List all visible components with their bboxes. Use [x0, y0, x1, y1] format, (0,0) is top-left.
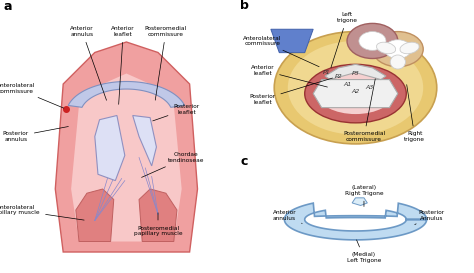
Ellipse shape: [376, 42, 396, 54]
Text: Posteromedial
papillary muscle: Posteromedial papillary muscle: [134, 213, 182, 236]
Ellipse shape: [400, 42, 419, 54]
Polygon shape: [139, 189, 177, 242]
Text: Anterior
leaflet: Anterior leaflet: [111, 26, 135, 104]
Text: a: a: [3, 1, 12, 13]
Text: Anterolateral
papillary muscle: Anterolateral papillary muscle: [0, 204, 84, 220]
Text: b: b: [240, 0, 249, 12]
Text: Left
trigone: Left trigone: [331, 12, 357, 67]
Text: Anterior
annulus: Anterior annulus: [70, 26, 107, 100]
Ellipse shape: [390, 55, 405, 69]
Polygon shape: [55, 42, 198, 252]
Text: P1: P1: [323, 70, 330, 75]
Circle shape: [347, 23, 398, 58]
Text: A2: A2: [351, 89, 360, 94]
Text: Posterior
leaflet: Posterior leaflet: [249, 78, 333, 105]
Circle shape: [384, 40, 411, 58]
Polygon shape: [284, 203, 427, 240]
Text: Posteromedial
commissure: Posteromedial commissure: [145, 26, 187, 100]
Text: Anterior
annulus: Anterior annulus: [273, 210, 302, 224]
Text: Posterior
Annulus: Posterior Annulus: [415, 210, 445, 225]
Text: (Medial)
Left Trigone: (Medial) Left Trigone: [347, 240, 381, 263]
Polygon shape: [325, 64, 386, 79]
Polygon shape: [76, 189, 114, 242]
Text: Anterolateral
commissure: Anterolateral commissure: [243, 35, 319, 67]
Text: P2: P2: [335, 73, 342, 79]
Text: Anterolateral
commissure: Anterolateral commissure: [0, 83, 64, 108]
Polygon shape: [271, 29, 313, 53]
Text: P3: P3: [352, 71, 359, 76]
Circle shape: [274, 32, 437, 144]
Text: Posteromedial
commissure: Posteromedial commissure: [343, 79, 385, 142]
Circle shape: [373, 32, 423, 67]
Text: (Lateral)
Right Trigone: (Lateral) Right Trigone: [345, 185, 383, 207]
Polygon shape: [95, 115, 125, 181]
Polygon shape: [71, 73, 182, 242]
Polygon shape: [68, 81, 184, 107]
Polygon shape: [352, 198, 367, 206]
Polygon shape: [133, 115, 156, 166]
Text: Chordae
tendinoseae: Chordae tendinoseae: [142, 152, 205, 177]
Text: A1: A1: [343, 82, 351, 87]
Text: Right
trigone: Right trigone: [404, 85, 425, 142]
Text: Anterior
leaflet: Anterior leaflet: [251, 65, 328, 87]
Polygon shape: [313, 79, 398, 108]
Ellipse shape: [318, 73, 393, 114]
Text: Posterior
annulus: Posterior annulus: [3, 126, 68, 142]
Circle shape: [288, 41, 423, 135]
Text: Posterior
leaflet: Posterior leaflet: [153, 104, 200, 121]
Circle shape: [359, 32, 386, 50]
Text: A3: A3: [365, 85, 373, 90]
Ellipse shape: [305, 64, 406, 123]
Text: c: c: [240, 155, 248, 168]
